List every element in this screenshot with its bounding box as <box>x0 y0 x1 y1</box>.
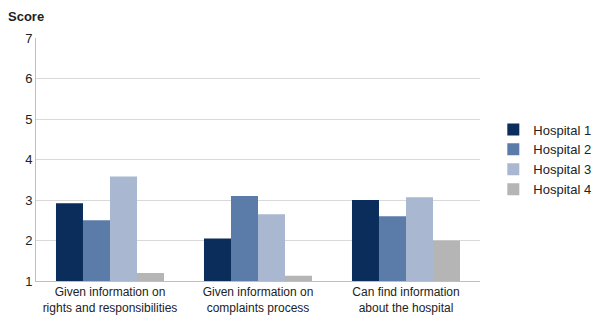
svg-text:5: 5 <box>25 112 32 127</box>
svg-text:3: 3 <box>25 193 32 208</box>
svg-text:Hospital 1: Hospital 1 <box>533 123 591 138</box>
svg-text:4: 4 <box>25 152 32 167</box>
svg-text:6: 6 <box>25 71 32 86</box>
svg-text:Given information onrights and: Given information onrights and responsib… <box>43 285 178 315</box>
svg-text:1: 1 <box>25 274 32 289</box>
svg-text:7: 7 <box>25 31 32 46</box>
svg-text:Hospital 2: Hospital 2 <box>533 142 591 157</box>
svg-text:2: 2 <box>25 233 32 248</box>
svg-text:Hospital 4: Hospital 4 <box>533 182 591 197</box>
svg-text:Given information oncomplaints: Given information oncomplaints process <box>203 285 314 315</box>
svg-text:Score: Score <box>8 9 44 24</box>
svg-text:Can find informationabout the: Can find informationabout the hospital <box>352 285 459 315</box>
svg-text:Hospital 3: Hospital 3 <box>533 162 591 177</box>
